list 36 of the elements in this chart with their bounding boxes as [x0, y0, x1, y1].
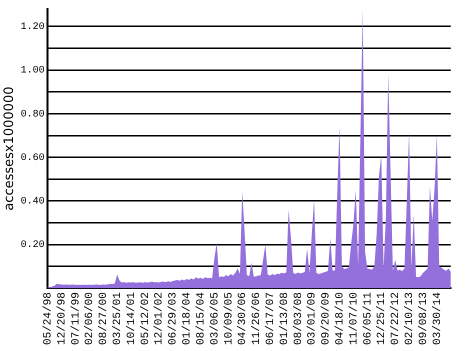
- x-tick-label: 08/03/08: [292, 292, 305, 346]
- x-tick-label: 03/30/14: [432, 292, 444, 346]
- y-tick-label: 0.80: [20, 109, 45, 120]
- y-tick-label: 0.20: [20, 240, 45, 252]
- x-tick-label: 09/08/13: [418, 292, 430, 346]
- y-tick-label: 1.00: [20, 66, 45, 77]
- x-tick-label: 03/01/09: [306, 292, 319, 346]
- x-tick-label: 07/22/12: [390, 292, 402, 346]
- x-tick-label: 09/20/09: [320, 292, 333, 346]
- x-tick-label: 01/13/08: [278, 292, 291, 346]
- x-tick-label: 06/05/11: [362, 292, 374, 346]
- y-axis-title: accessesx1000000: [2, 86, 18, 211]
- x-tick-label: 11/26/06: [251, 292, 264, 346]
- x-tick-label: 10/14/01: [126, 292, 138, 346]
- x-tick-label: 10/09/05: [223, 292, 236, 346]
- y-tick-label: 1.20: [20, 22, 45, 34]
- x-tick-label: 12/20/98: [56, 292, 68, 346]
- x-tick-label: 06/29/03: [168, 292, 180, 346]
- x-tick-label: 08/27/00: [98, 292, 110, 346]
- x-tick-label: 04/18/10: [334, 292, 346, 346]
- x-tick-label: 02/06/00: [84, 292, 96, 346]
- y-tick-label: 0.40: [20, 196, 45, 208]
- x-tick-label: 08/15/04: [195, 292, 208, 346]
- x-tick-label: 06/17/07: [264, 292, 277, 346]
- x-tick-label: 05/24/98: [42, 292, 55, 346]
- x-tick-label: 12/25/11: [376, 292, 388, 346]
- x-tick-label: 05/12/02: [140, 292, 152, 346]
- x-tick-label: 03/25/01: [112, 292, 124, 346]
- x-tick-label: 12/01/02: [154, 292, 166, 346]
- x-tick-label: 02/10/13: [404, 292, 416, 346]
- x-tick-label: 11/07/10: [348, 292, 360, 346]
- y-tick-label: 0.60: [20, 152, 45, 164]
- x-tick-label: 01/18/04: [182, 292, 194, 346]
- x-tick-label: 04/30/06: [237, 292, 250, 346]
- x-tick-label: 03/06/05: [209, 292, 222, 346]
- x-tick-label: 07/11/99: [70, 292, 82, 346]
